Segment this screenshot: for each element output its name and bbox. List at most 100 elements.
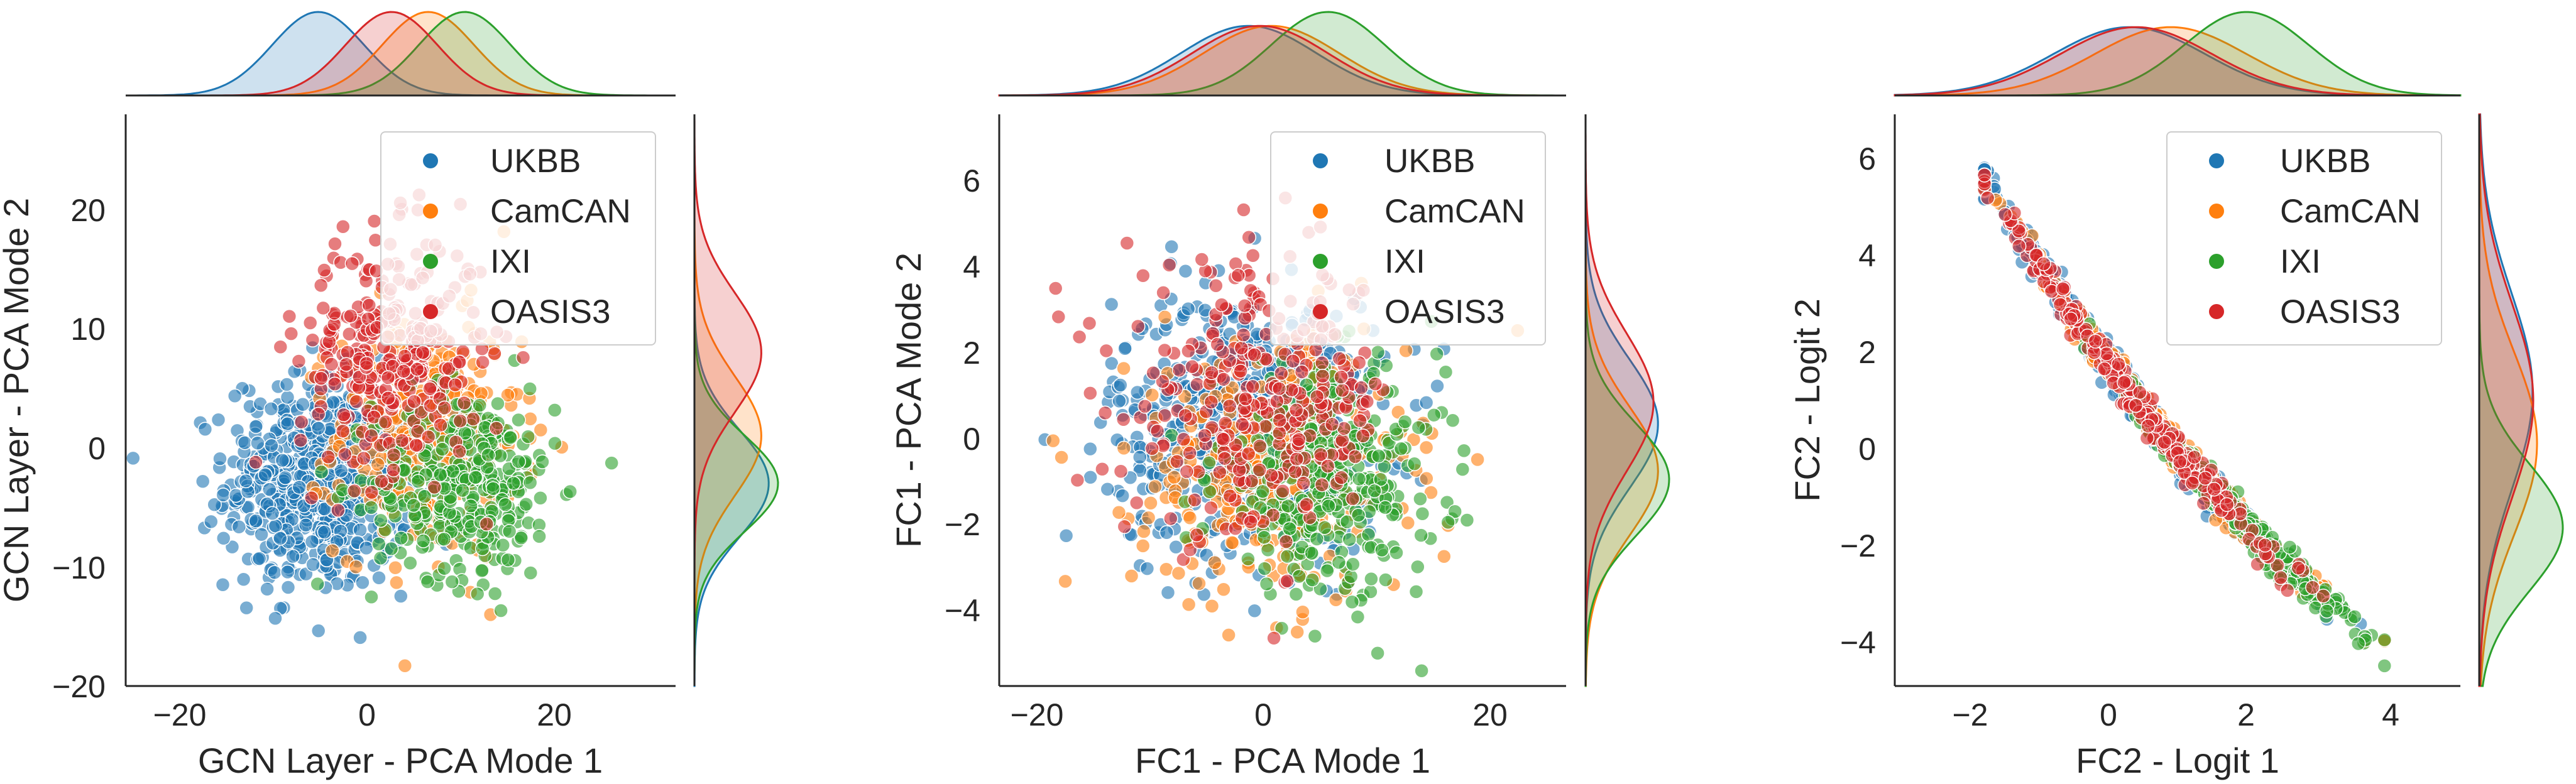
scatter-point-ukbb — [1100, 481, 1115, 497]
scatter-point-oasis3 — [1117, 519, 1132, 535]
y-tick-label: 6 — [1858, 141, 1876, 177]
scatter-plot-area-2 — [1037, 190, 1525, 678]
scatter-point-ixi — [474, 563, 490, 579]
scatter-point-ukbb — [1430, 378, 1445, 394]
scatter-point-ixi — [1260, 542, 1276, 558]
scatter-point-ixi — [1379, 358, 1394, 373]
scatter-point-oasis3 — [407, 394, 422, 409]
scatter-point-ukbb — [1180, 301, 1196, 317]
right-marginal-kde-1 — [693, 114, 779, 687]
scatter-point-ixi — [1241, 552, 1256, 567]
y-tick-label: −20 — [52, 669, 106, 704]
y-ticks-1: −20 −10 0 10 20 — [52, 193, 106, 704]
scatter-point-camcan — [500, 388, 515, 403]
legend-marker-ixi — [2209, 254, 2224, 269]
y-tick-label: 0 — [1858, 432, 1876, 467]
scatter-point-camcan — [1221, 628, 1236, 643]
scatter-point-oasis3 — [364, 485, 380, 500]
scatter-point-oasis3 — [1233, 363, 1248, 379]
y-tick-label: 20 — [70, 193, 106, 228]
scatter-point-ixi — [1378, 572, 1393, 587]
panel-fc2: −2 0 2 4 −4 −2 0 2 4 6 FC2 - Logit 1 FC2… — [1787, 11, 2564, 780]
scatter-point-ixi — [444, 574, 460, 589]
scatter-point-oasis3 — [1051, 309, 1066, 325]
scatter-point-oasis3 — [1212, 465, 1227, 480]
scatter-point-ixi — [420, 574, 436, 589]
scatter-point-oasis3 — [1315, 369, 1330, 384]
scatter-point-oasis3 — [2128, 398, 2144, 413]
x-tick-label: 2 — [2237, 697, 2255, 732]
scatter-point-camcan — [1224, 535, 1240, 550]
scatter-point-oasis3 — [1272, 425, 1287, 440]
scatter-point-ixi — [547, 435, 562, 451]
legend-label-oasis3: OASIS3 — [1384, 293, 1504, 330]
scatter-point-oasis3 — [2291, 560, 2306, 575]
scatter-point-ixi — [1351, 508, 1366, 523]
scatter-point-ixi — [2377, 632, 2392, 648]
scatter-point-oasis3 — [437, 400, 452, 416]
scatter-point-ixi — [435, 442, 450, 457]
scatter-point-ixi — [1370, 345, 1386, 360]
scatter-point-oasis3 — [378, 415, 393, 430]
scatter-point-ixi — [2377, 658, 2392, 673]
scatter-point-oasis3 — [359, 356, 375, 371]
legend-label-ukbb: UKBB — [490, 143, 581, 180]
scatter-point-ukbb — [275, 452, 290, 468]
scatter-point-ixi — [469, 586, 485, 602]
scatter-point-oasis3 — [1332, 351, 1347, 366]
scatter-point-ixi — [522, 475, 538, 490]
scatter-point-oasis3 — [420, 429, 436, 445]
scatter-point-ixi — [1440, 514, 1455, 530]
scatter-point-ukbb — [279, 377, 295, 392]
y-tick-label: −10 — [52, 550, 106, 585]
top-kde-oasis3 — [126, 11, 676, 97]
scatter-point-ukbb — [1117, 341, 1132, 356]
scatter-point-ixi — [604, 455, 619, 471]
scatter-point-ixi — [1343, 569, 1359, 584]
scatter-point-oasis3 — [1236, 327, 1251, 343]
scatter-point-ukbb — [260, 581, 275, 597]
scatter-point-ixi — [532, 529, 547, 544]
scatter-point-oasis3 — [1082, 315, 1097, 331]
scatter-point-oasis3 — [1280, 574, 1295, 589]
scatter-point-ukbb — [280, 580, 296, 595]
y-tick-label: −4 — [945, 593, 980, 628]
scatter-point-camcan — [1437, 549, 1452, 564]
scatter-point-oasis3 — [331, 503, 346, 518]
scatter-point-ixi — [1305, 572, 1320, 587]
scatter-point-oasis3 — [1299, 497, 1314, 512]
scatter-point-ixi — [547, 403, 562, 418]
scatter-point-ukbb — [248, 419, 263, 434]
scatter-point-oasis3 — [475, 354, 490, 370]
scatter-point-ixi — [1361, 527, 1376, 542]
scatter-point-ukbb — [1132, 449, 1148, 465]
legend-1: UKBB CamCAN IXI OASIS3 — [380, 131, 656, 346]
scatter-point-oasis3 — [2316, 588, 2331, 604]
right-marginal-kde-2 — [1584, 114, 1670, 687]
scatter-point-oasis3 — [293, 415, 309, 430]
scatter-point-ixi — [1256, 530, 1272, 545]
scatter-point-camcan — [533, 422, 549, 438]
scatter-point-ixi — [495, 538, 511, 553]
scatter-point-oasis3 — [336, 407, 351, 423]
scatter-point-ukbb — [231, 519, 247, 535]
scatter-point-ixi — [1280, 548, 1295, 564]
scatter-point-oasis3 — [1144, 441, 1159, 456]
scatter-point-camcan — [1398, 343, 1413, 358]
scatter-point-ukbb — [1083, 469, 1098, 485]
scatter-point-oasis3 — [1269, 394, 1285, 409]
scatter-point-camcan — [1418, 440, 1434, 455]
scatter-point-oasis3 — [317, 263, 332, 278]
x-axis-label-1: GCN Layer - PCA Mode 1 — [198, 741, 603, 780]
scatter-point-oasis3 — [1278, 534, 1294, 550]
scatter-point-oasis3 — [291, 354, 307, 369]
scatter-point-ukbb — [258, 467, 273, 482]
scatter-point-oasis3 — [1245, 248, 1261, 263]
scatter-point-oasis3 — [1215, 432, 1231, 447]
scatter-point-camcan — [1143, 495, 1158, 511]
scatter-point-oasis3 — [1048, 281, 1063, 296]
scatter-point-oasis3 — [415, 345, 430, 360]
scatter-point-ixi — [433, 467, 448, 482]
scatter-point-ixi — [1342, 531, 1357, 547]
scatter-point-ixi — [1438, 364, 1454, 380]
